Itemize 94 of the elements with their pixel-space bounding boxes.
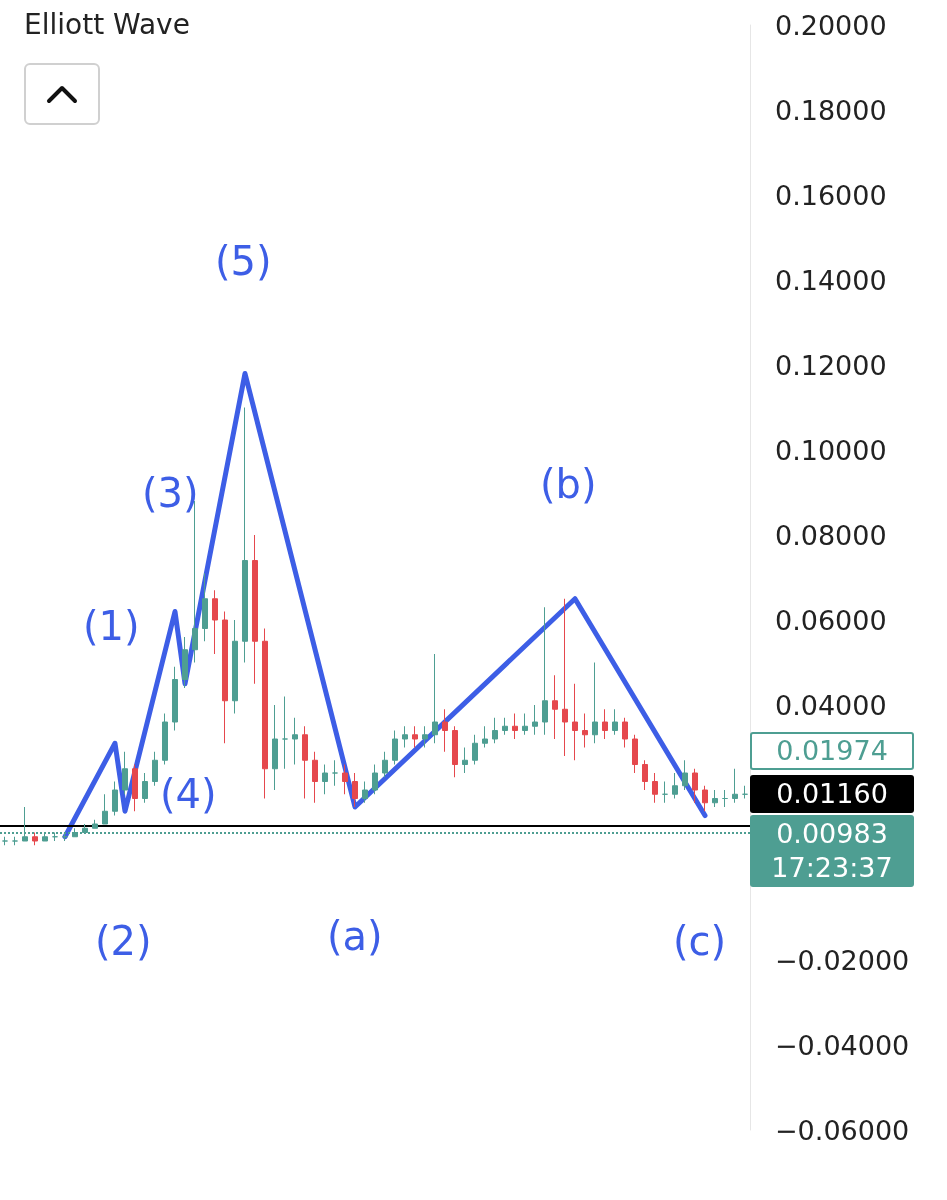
candlestick xyxy=(682,759,688,791)
candlestick xyxy=(452,725,458,778)
y-tick-label: 0.06000 xyxy=(775,604,887,636)
candlestick xyxy=(372,764,378,795)
candlestick xyxy=(232,619,238,714)
candlestick xyxy=(482,725,488,748)
candlestick xyxy=(472,734,478,765)
candlestick xyxy=(512,713,518,740)
candlestick xyxy=(502,717,508,736)
ref-line-label: 0.01160 xyxy=(750,777,914,811)
candlestick xyxy=(432,653,438,744)
candlestick xyxy=(102,793,108,825)
text: 0.01974 xyxy=(750,732,914,770)
candlestick xyxy=(582,713,588,748)
candlestick xyxy=(632,734,638,774)
y-tick-label: −0.04000 xyxy=(775,1029,910,1061)
candlestick xyxy=(552,674,558,740)
candlestick xyxy=(702,785,708,812)
candlestick xyxy=(642,759,648,791)
candlestick xyxy=(292,717,298,765)
candlestick xyxy=(652,772,658,804)
candlestick xyxy=(362,781,368,804)
candlestick xyxy=(662,781,668,804)
candlestick xyxy=(302,725,308,799)
candlestick xyxy=(252,534,258,685)
candlestick xyxy=(742,785,748,799)
candlestick xyxy=(542,606,548,736)
candlestick xyxy=(602,708,608,740)
candlestick xyxy=(562,598,568,757)
candlestick xyxy=(152,751,158,787)
candlestick xyxy=(402,725,408,748)
candlestick xyxy=(572,683,578,761)
candlestick xyxy=(622,717,628,748)
candlestick xyxy=(532,704,538,736)
candlestick xyxy=(72,827,78,838)
annotation: (c) xyxy=(673,918,727,964)
candlestick xyxy=(92,819,98,829)
candlestick xyxy=(242,407,248,663)
candlestick xyxy=(382,751,388,778)
candlestick xyxy=(312,751,318,804)
candlestick xyxy=(342,764,348,795)
y-tick-label: 0.04000 xyxy=(775,689,887,721)
candlestick xyxy=(222,611,228,744)
candlestick xyxy=(692,768,698,804)
y-tick-label: 0.10000 xyxy=(775,434,887,466)
candlestick xyxy=(492,717,498,744)
candlestick xyxy=(522,713,528,736)
candlestick xyxy=(612,708,618,736)
candlestick xyxy=(592,662,598,744)
candlestick xyxy=(392,730,398,765)
y-tick-label: 0.12000 xyxy=(775,349,887,381)
candlestick xyxy=(462,747,468,774)
candlestick xyxy=(162,713,168,765)
candlestick xyxy=(132,764,138,812)
annotation: (1) xyxy=(83,603,140,649)
candlestick xyxy=(332,759,338,787)
candlestick xyxy=(722,789,728,808)
candlestick xyxy=(352,772,358,808)
candlestick xyxy=(712,789,718,808)
annotation: (5) xyxy=(215,238,272,284)
annotation: (4) xyxy=(160,771,217,817)
y-tick-label: 0.14000 xyxy=(775,264,887,296)
y-tick-label: −0.06000 xyxy=(775,1114,910,1146)
y-tick-label: 0.08000 xyxy=(775,519,887,551)
annotation: (3) xyxy=(142,470,199,516)
chart-title: Elliott Wave xyxy=(24,8,190,41)
candlestick xyxy=(322,764,328,795)
candlestick xyxy=(122,751,128,795)
candlestick xyxy=(172,666,178,731)
candlestick xyxy=(112,781,118,816)
candlestick xyxy=(422,725,428,748)
candlestick xyxy=(732,768,738,804)
text: 17:23:37 xyxy=(770,851,894,885)
candlestick xyxy=(12,836,18,846)
candlestick xyxy=(262,628,268,799)
candlestick xyxy=(272,704,278,791)
y-tick-label: 0.18000 xyxy=(775,94,887,126)
y-tick-label: 0.16000 xyxy=(775,179,887,211)
y-tick-label: 0.20000 xyxy=(775,9,887,41)
candlestick xyxy=(2,836,8,846)
candlestick xyxy=(672,772,678,799)
annotation: (2) xyxy=(95,918,152,964)
candlestick xyxy=(32,832,38,846)
y-tick-label: −0.02000 xyxy=(775,944,910,976)
annotation: (b) xyxy=(540,461,597,507)
candlestick xyxy=(202,572,208,642)
candlestick xyxy=(212,589,218,655)
annotation: (a) xyxy=(327,913,383,959)
candlestick xyxy=(442,708,448,753)
candlestick xyxy=(142,772,148,804)
candlestick xyxy=(282,696,288,770)
candlestick xyxy=(182,636,188,689)
ref-line-label: 0.00983 xyxy=(775,817,889,851)
candlestick xyxy=(412,725,418,748)
